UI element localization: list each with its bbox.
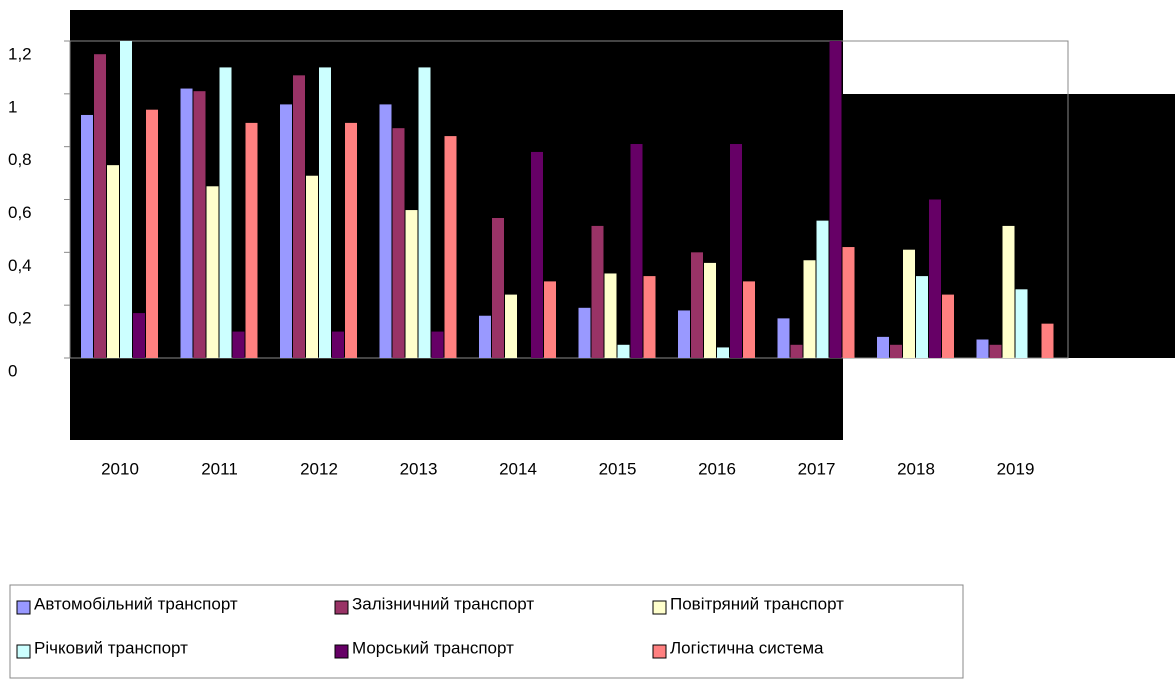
bar: [280, 104, 292, 359]
bar: [306, 175, 318, 358]
bar: [604, 273, 617, 358]
bar: [790, 344, 803, 358]
bar: [219, 67, 232, 359]
legend-swatch: [16, 644, 31, 659]
bar: [293, 75, 305, 358]
bar: [842, 247, 855, 358]
x-tick-label: 2017: [798, 459, 836, 478]
x-tick-label: 2013: [400, 459, 438, 478]
bar: [544, 281, 556, 358]
bar: [1015, 289, 1028, 358]
bar: [877, 336, 889, 358]
y-tick-label: 0,8: [8, 150, 32, 169]
bar: [803, 260, 816, 358]
bar: [81, 114, 93, 358]
x-tick-label: 2015: [599, 459, 637, 478]
bar: [916, 276, 928, 358]
bar: [903, 249, 915, 358]
legend-swatch: [334, 644, 349, 659]
x-tick-label: 2011: [201, 459, 238, 478]
bar: [531, 151, 543, 358]
legend-swatch: [16, 600, 31, 615]
bar: [245, 122, 258, 359]
bar: [989, 344, 1002, 358]
bar: [678, 310, 690, 358]
bar: [942, 294, 954, 358]
legend-label: Повітряний транспорт: [670, 594, 844, 613]
bar: [206, 186, 219, 358]
x-tick-label: 2018: [897, 459, 935, 478]
y-tick-label: 0,2: [8, 309, 32, 328]
bar: [717, 347, 729, 358]
y-tick-label: 0: [8, 361, 17, 380]
bar: [1002, 225, 1015, 358]
bar: [431, 331, 444, 358]
y-tick-label: 0,4: [8, 256, 32, 275]
bar: [730, 144, 742, 358]
bar: [643, 276, 656, 358]
bar: [193, 91, 206, 359]
x-tick-label: 2012: [300, 459, 338, 478]
x-tick-label: 2019: [997, 459, 1035, 478]
bar: [777, 318, 790, 358]
bar: [405, 210, 418, 358]
legend-label: Автомобільний транспорт: [34, 594, 238, 613]
bar: [332, 331, 344, 358]
bar: [120, 41, 132, 358]
y-tick-label: 1: [8, 97, 17, 116]
x-tick-label: 2016: [698, 459, 736, 478]
legend-label: Річковий транспорт: [34, 638, 188, 657]
bar: [505, 294, 517, 358]
y-tick-label: 0,6: [8, 203, 32, 222]
bar: [418, 67, 431, 359]
bar: [929, 199, 941, 358]
legend-label: Залізничний транспорт: [352, 594, 534, 613]
bar: [392, 128, 405, 358]
legend-swatch: [652, 644, 667, 659]
x-tick-label: 2014: [499, 459, 537, 478]
bar: [107, 165, 119, 358]
legend-label: Логістична система: [670, 638, 824, 657]
bar: [743, 281, 755, 358]
bar: [591, 225, 604, 358]
legend: [9, 584, 964, 679]
bar: [146, 109, 158, 358]
bar: [816, 220, 829, 358]
bar: [630, 144, 643, 358]
bar: [133, 313, 145, 358]
bar: [976, 339, 989, 358]
bar: [578, 307, 591, 358]
bar: [232, 331, 245, 358]
bar: [94, 54, 106, 358]
legend-swatch: [652, 600, 667, 615]
bar: [444, 136, 457, 358]
bar: [890, 344, 902, 358]
x-tick-label: 2010: [101, 459, 139, 478]
bar: [379, 104, 392, 359]
bar: [617, 344, 630, 358]
legend-label: Морський транспорт: [352, 638, 514, 657]
y-tick-label: 1,2: [8, 44, 32, 63]
bar: [829, 41, 842, 358]
bar: [479, 315, 491, 358]
bar: [492, 217, 504, 358]
bar: [691, 252, 703, 358]
bar: [319, 67, 331, 359]
bar: [345, 122, 357, 359]
bar: [180, 88, 193, 359]
bar: [1041, 323, 1054, 358]
legend-swatch: [334, 600, 349, 615]
bar: [704, 262, 716, 358]
